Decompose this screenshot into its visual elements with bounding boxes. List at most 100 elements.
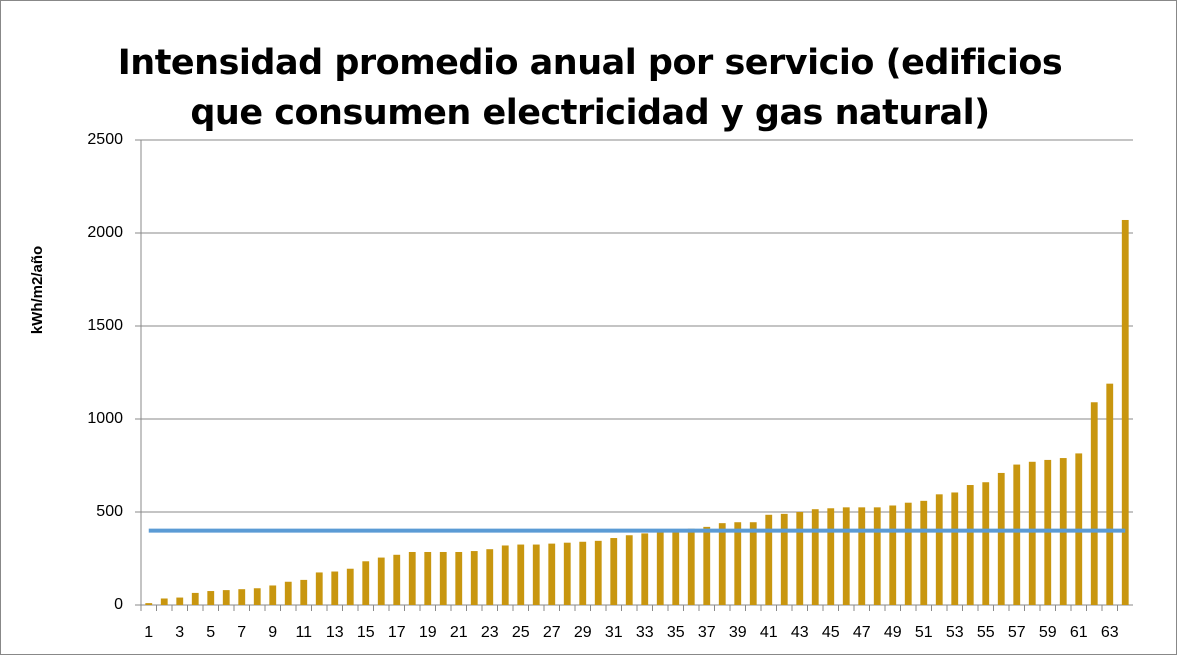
bar	[424, 551, 432, 605]
bar	[827, 508, 835, 605]
bar	[656, 532, 664, 605]
chart-title: Intensidad promedio anual por servicio (…	[117, 43, 1063, 133]
bar	[1013, 464, 1021, 605]
x-tick-label: 31	[605, 624, 623, 641]
bar	[1090, 402, 1098, 605]
x-tick-label: 5	[206, 624, 215, 641]
x-tick-label: 45	[822, 624, 840, 641]
bar	[997, 472, 1005, 605]
bar	[904, 502, 912, 605]
bar	[966, 485, 974, 605]
x-tick-label: 55	[977, 624, 995, 641]
bar	[346, 568, 354, 605]
x-tick-label: 23	[481, 624, 499, 641]
bar	[765, 514, 773, 605]
bar	[858, 507, 866, 605]
bar	[300, 579, 308, 605]
y-tick-label: 1500	[87, 317, 123, 334]
x-tick-label: 33	[636, 624, 654, 641]
x-tick-label: 35	[667, 624, 685, 641]
y-tick-label: 500	[96, 503, 123, 520]
bar	[625, 535, 633, 605]
x-tick-label: 51	[915, 624, 933, 641]
x-tick-label: 1	[144, 624, 153, 641]
x-tick-label: 13	[326, 624, 344, 641]
x-tick-label: 47	[853, 624, 871, 641]
x-tick-label: 3	[175, 624, 184, 641]
bar	[889, 505, 897, 605]
bar	[641, 533, 649, 605]
x-tick-label: 21	[450, 624, 468, 641]
y-tick-label: 2500	[87, 131, 123, 148]
bar	[672, 531, 680, 605]
x-tick-label: 25	[512, 624, 530, 641]
x-tick-label: 53	[946, 624, 964, 641]
bar	[703, 526, 711, 605]
x-tick-label: 15	[357, 624, 375, 641]
bar	[532, 544, 540, 605]
bar	[796, 512, 804, 605]
x-tick-label: 29	[574, 624, 592, 641]
bar	[362, 561, 370, 605]
y-tick-label: 1000	[87, 410, 123, 427]
y-tick-label: 0	[114, 596, 123, 613]
x-tick-label: 49	[884, 624, 902, 641]
bar	[935, 494, 943, 605]
bar	[920, 500, 928, 605]
x-tick-label: 37	[698, 624, 716, 641]
bar	[842, 507, 850, 605]
x-tick-label: 9	[268, 624, 277, 641]
bar	[1028, 461, 1036, 605]
bar	[145, 603, 153, 605]
bar	[1121, 219, 1129, 606]
bar	[873, 507, 881, 605]
x-tick-label: 41	[760, 624, 778, 641]
bar	[780, 513, 788, 605]
bar	[455, 551, 463, 605]
bar	[207, 591, 215, 605]
x-tick-label: 61	[1070, 624, 1088, 641]
bar	[718, 523, 726, 605]
bar	[687, 528, 695, 605]
bar	[486, 549, 494, 605]
bar	[982, 482, 990, 605]
bar	[517, 544, 525, 605]
x-tick-label: 63	[1101, 624, 1119, 641]
x-tick-label: 11	[295, 624, 312, 641]
bar	[393, 554, 401, 605]
y-tick-label: 2000	[87, 224, 123, 241]
bar	[470, 551, 478, 605]
x-tick-label: 17	[388, 624, 406, 641]
bar	[439, 551, 447, 605]
bar	[238, 589, 246, 605]
bar	[284, 581, 292, 605]
bar	[563, 542, 571, 605]
bar	[734, 522, 742, 605]
x-tick-label: 7	[237, 624, 246, 641]
bar	[315, 572, 323, 605]
bar	[160, 598, 168, 605]
x-tick-label: 59	[1039, 624, 1057, 641]
bar	[811, 509, 819, 605]
x-tick-label: 19	[419, 624, 437, 641]
x-tick-label: 57	[1008, 624, 1026, 641]
bar	[191, 592, 199, 605]
bar	[253, 588, 261, 605]
bar	[749, 522, 757, 605]
bar	[222, 590, 230, 605]
bar	[594, 540, 602, 605]
bar	[176, 597, 184, 605]
bar	[331, 571, 339, 605]
bar	[501, 545, 509, 605]
x-tick-label: 39	[729, 624, 747, 641]
bar	[1106, 383, 1114, 605]
bar	[377, 557, 385, 605]
bar	[408, 551, 416, 605]
y-axis-label: kWh/m2/año	[29, 246, 46, 334]
bar	[269, 585, 277, 605]
bar	[610, 538, 618, 605]
x-tick-label: 27	[543, 624, 561, 641]
